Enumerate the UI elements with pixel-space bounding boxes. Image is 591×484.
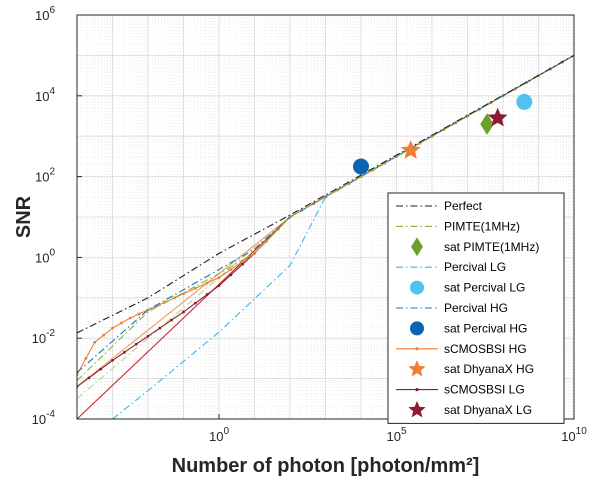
series-point — [134, 342, 138, 346]
legend-label: sCMOSBSI LG — [444, 383, 525, 397]
series-point — [193, 286, 197, 290]
y-tick-label: 104 — [35, 86, 55, 104]
legend-swatch — [408, 400, 426, 418]
y-tick-exponent: 2 — [49, 167, 55, 178]
x-tick-label: 100 — [209, 426, 229, 444]
sat-dhyanax-lg-marker — [487, 107, 508, 127]
sat-pimte-1mhz--marker — [480, 113, 494, 135]
series-point — [87, 376, 91, 380]
series-point — [111, 359, 114, 362]
x-axis-label: Number of photon [photon/mm²] — [172, 455, 480, 477]
sat-percival-hg-marker — [353, 158, 369, 175]
perfect-line — [77, 54, 574, 334]
legend-label: sat Percival LG — [444, 281, 525, 295]
x-tick-exponent: 0 — [223, 426, 229, 437]
legend-swatch — [410, 321, 424, 336]
series-point — [217, 284, 221, 288]
y-tick-exponent: 4 — [49, 86, 55, 97]
legend-label: sat DhyanaX LG — [444, 403, 532, 417]
series-point — [84, 357, 88, 360]
series-point — [182, 310, 185, 314]
series-point — [158, 326, 162, 330]
sat-dhyanax-hg-marker — [400, 139, 421, 159]
plot-frame — [76, 14, 575, 420]
legend-label: sat PIMTE(1MHz) — [444, 240, 539, 254]
series-point — [205, 293, 209, 296]
aux-line — [77, 216, 291, 419]
legend-label: Perfect — [444, 199, 483, 213]
y-tick-exponent: 6 — [49, 5, 55, 16]
series-point — [193, 301, 197, 305]
x-tick-exponent: 5 — [401, 426, 407, 437]
series-point — [128, 316, 132, 320]
y-tick-label: 10-4 — [32, 409, 56, 427]
legend-swatch — [410, 280, 424, 295]
series-point — [229, 273, 233, 277]
series-point — [173, 296, 177, 300]
legend-label: Percival LG — [444, 260, 506, 274]
legend-label: Percival HG — [444, 301, 508, 315]
sat-percival-lg-marker — [516, 93, 533, 110]
legend-swatch — [411, 237, 423, 257]
legend: Perfect PIMTE(1MHz) sat PIMTE(1MHz) Perciva… — [387, 192, 565, 424]
series-point — [182, 292, 185, 296]
series-point — [99, 367, 103, 371]
x-tick-exponent: 10 — [576, 426, 588, 437]
series-point — [229, 268, 233, 271]
series-point — [119, 321, 123, 325]
saturation-markers — [353, 93, 533, 175]
series-point — [93, 340, 97, 344]
aux-line — [77, 216, 291, 388]
x-tick-label: 1010 — [561, 426, 587, 444]
series-point — [170, 318, 174, 322]
legend-label: sat Percival HG — [444, 321, 527, 335]
y-tick-label: 100 — [35, 247, 55, 265]
legend-swatch-dot — [415, 388, 419, 392]
series-point — [205, 281, 209, 285]
series-point — [217, 276, 221, 279]
series-point — [146, 334, 150, 338]
legend-swatch — [408, 360, 426, 377]
series-point — [137, 312, 141, 316]
legend-label: sCMOSBSI HG — [444, 342, 527, 356]
legend-label: PIMTE(1MHz) — [444, 219, 520, 233]
aux-line — [77, 216, 291, 400]
y-tick-label: 10-2 — [32, 328, 56, 346]
legend-label: sat DhyanaX HG — [444, 362, 534, 376]
series-point — [111, 326, 114, 330]
series-point — [241, 262, 245, 266]
y-axis-label: SNR — [13, 195, 35, 238]
series-point — [102, 333, 106, 337]
x-tick-label: 105 — [386, 426, 406, 444]
y-tick-exponent: -2 — [46, 328, 55, 339]
y-tick-exponent: 0 — [49, 247, 55, 258]
pimte-1mhz--line — [77, 54, 574, 381]
series-point — [122, 350, 126, 354]
legend-swatch-dot — [415, 347, 419, 351]
y-tick-exponent: -4 — [46, 409, 55, 420]
y-tick-label: 106 — [35, 5, 55, 23]
y-tick-label: 102 — [35, 167, 55, 185]
